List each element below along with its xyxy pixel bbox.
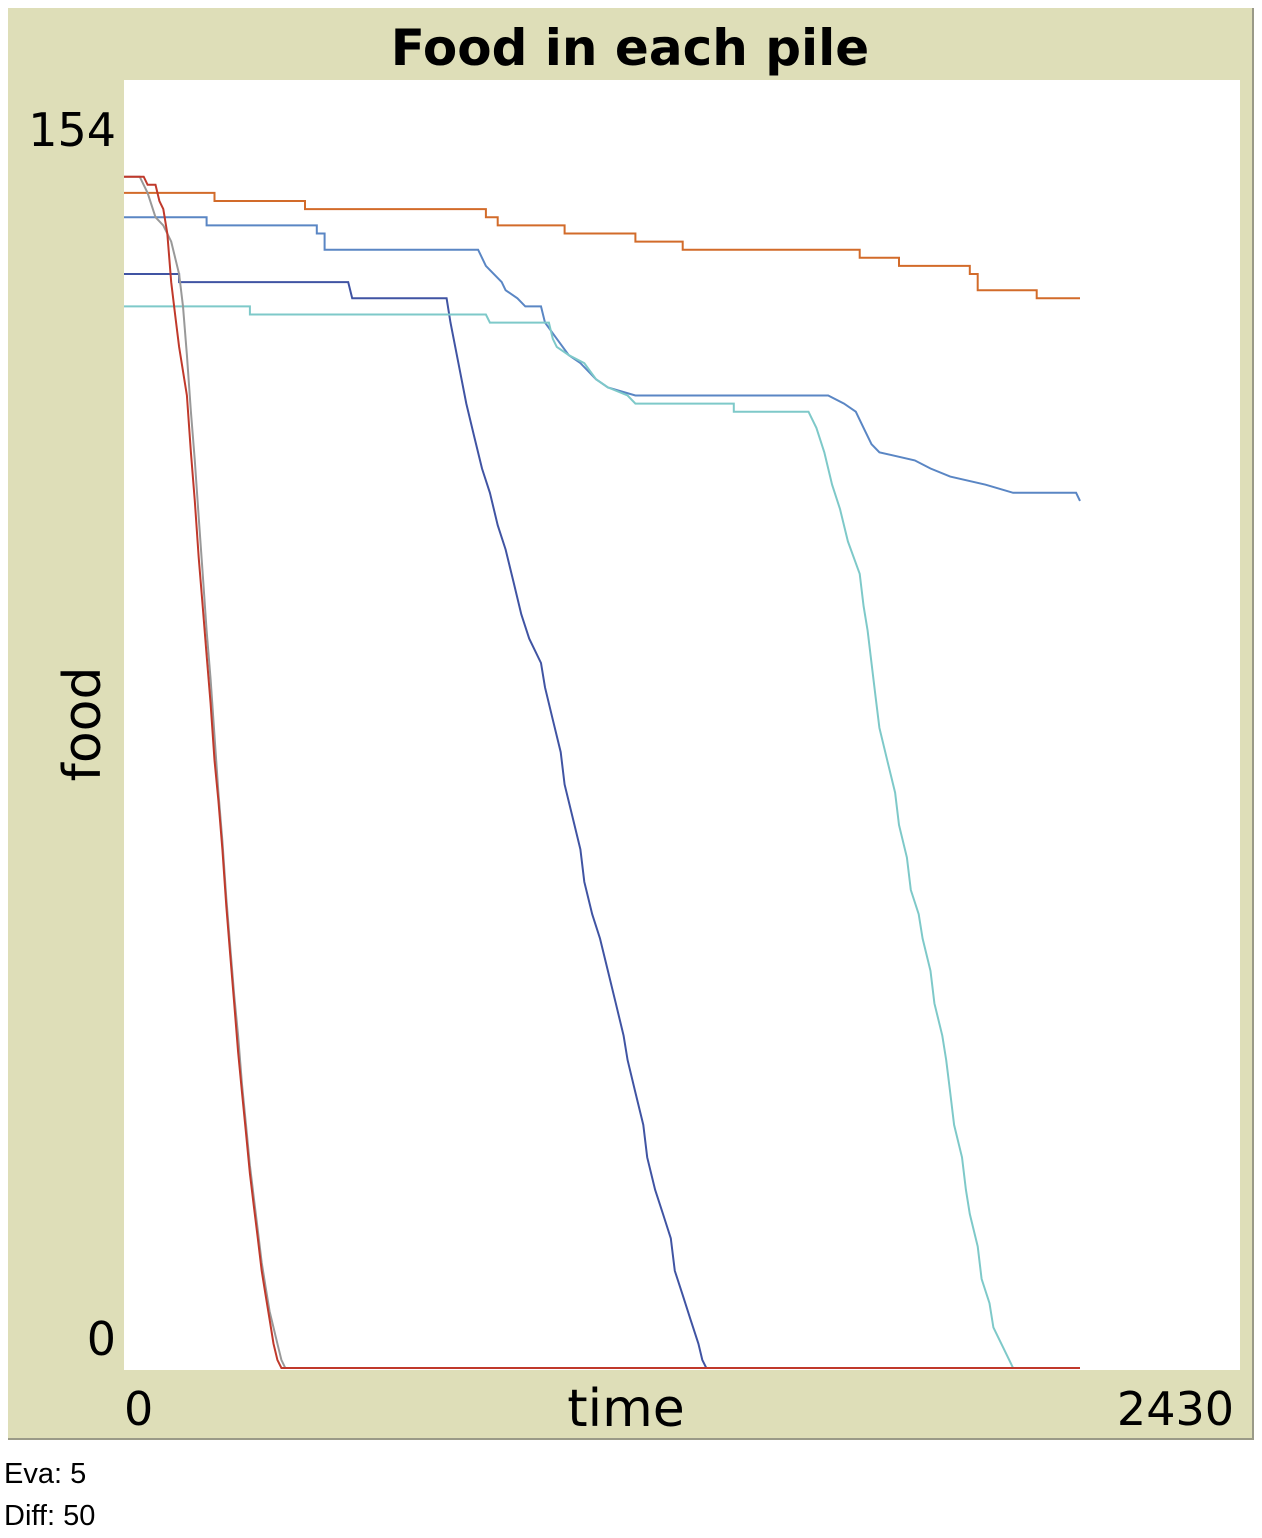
y-axis-label: food bbox=[53, 667, 113, 782]
x-tick-label-max: 2430 bbox=[1117, 1382, 1234, 1436]
series-line-1 bbox=[124, 191, 1080, 300]
series-line-4 bbox=[124, 305, 1080, 1369]
x-tick-label-min: 0 bbox=[124, 1382, 153, 1436]
series-line-6 bbox=[124, 175, 1080, 1369]
series-line-3 bbox=[124, 273, 1080, 1369]
chart-title: Food in each pile bbox=[390, 19, 870, 77]
plot-area bbox=[124, 80, 1240, 1370]
series-layer bbox=[124, 175, 1081, 1369]
diff-value-text: Diff: 50 bbox=[4, 1500, 96, 1532]
y-tick-label-min: 0 bbox=[87, 1312, 116, 1366]
x-axis-label: time bbox=[567, 1379, 684, 1439]
eva-value-text: Eva: 5 bbox=[4, 1458, 87, 1490]
chart-svg: 154 0 0 2430 time food bbox=[28, 80, 1240, 1439]
y-tick-label-max: 154 bbox=[28, 103, 116, 157]
